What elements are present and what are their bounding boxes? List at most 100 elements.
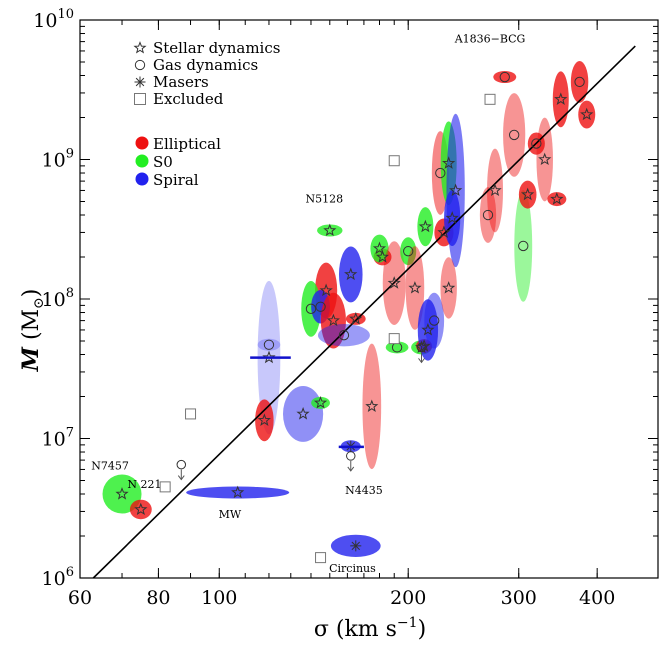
point-symbol-2-glyph bbox=[231, 485, 245, 499]
point-symbol-6 bbox=[296, 406, 310, 420]
excluded-point-3 bbox=[388, 333, 400, 345]
point-symbol-2 bbox=[231, 485, 245, 499]
point-symbol-33-glyph bbox=[449, 183, 463, 197]
excluded-point-2 bbox=[315, 552, 327, 564]
point-symbol-33 bbox=[449, 183, 463, 197]
annotation-4: N4435 bbox=[345, 484, 383, 497]
legend-marker-2-stroke bbox=[135, 77, 145, 87]
data-ellipse-38 bbox=[493, 71, 517, 84]
point-symbol-23 bbox=[403, 246, 414, 257]
annotation-6: A1836−BCG bbox=[454, 32, 526, 45]
point-symbol-21 bbox=[387, 276, 401, 289]
fit-line bbox=[92, 45, 636, 579]
annotations: N7457 N 221 MW N5128 N4435 Circinus A1836−BCG bbox=[91, 32, 525, 575]
point-symbol-31 bbox=[437, 225, 451, 239]
point-symbol-35 bbox=[442, 281, 456, 294]
point-symbol-10 bbox=[305, 303, 317, 315]
point-symbol-38 bbox=[499, 71, 510, 83]
point-symbol-42 bbox=[531, 138, 542, 149]
excluded-point-1-glyph bbox=[185, 408, 197, 420]
data-ellipse-44 bbox=[547, 192, 567, 207]
point-symbol-5-glyph bbox=[257, 413, 271, 426]
point-symbol-44 bbox=[550, 192, 564, 205]
legend-marker-label-2: Masers bbox=[153, 73, 209, 91]
y-tick-label-exp-2: 8 bbox=[66, 286, 74, 301]
point-symbol-11 bbox=[315, 301, 326, 312]
y-tick-label-base-4: 10 bbox=[33, 10, 57, 32]
legend-marker-1 bbox=[134, 59, 146, 71]
point-symbol-12 bbox=[326, 313, 340, 327]
upper-limit-symbol-1 bbox=[346, 451, 356, 461]
point-symbol-6-glyph bbox=[296, 406, 310, 420]
chart-symbols bbox=[92, 45, 636, 579]
y-tick-label-exp-3: 9 bbox=[66, 147, 74, 162]
y-tick-label-base-0: 10 bbox=[42, 568, 66, 590]
upper-limit-head-0 bbox=[177, 475, 185, 481]
y-tick-label-base-3: 10 bbox=[42, 150, 66, 172]
point-symbol-12-glyph bbox=[326, 313, 340, 327]
point-symbol-9 bbox=[319, 283, 333, 297]
x-tick-label-5: 400 bbox=[579, 587, 615, 609]
excluded-point-0 bbox=[159, 481, 171, 493]
legend-marker-0-glyph bbox=[133, 41, 147, 54]
upper-limit-symbol-2-glyph bbox=[416, 342, 427, 353]
data-ellipse-2 bbox=[186, 486, 290, 499]
legend-swatch-0 bbox=[135, 136, 149, 150]
point-symbol-7-glyph bbox=[313, 395, 328, 409]
upper-limit-head-1 bbox=[347, 466, 355, 472]
point-symbol-26-glyph bbox=[417, 339, 431, 352]
point-symbol-20-glyph bbox=[372, 241, 387, 255]
point-symbol-40 bbox=[518, 240, 529, 252]
point-symbol-3-glyph bbox=[262, 350, 276, 364]
data-ellipse-45 bbox=[552, 71, 569, 128]
data-ellipse-27 bbox=[417, 207, 434, 247]
point-symbol-47 bbox=[580, 107, 594, 121]
excluded-point-0-glyph bbox=[159, 481, 171, 493]
y-tick-label-0: 106 bbox=[42, 565, 74, 590]
data-ellipse-22 bbox=[385, 341, 409, 354]
data-ellipse-40 bbox=[514, 190, 533, 302]
legend-marker-3-glyph bbox=[134, 93, 146, 105]
point-symbol-0 bbox=[115, 487, 129, 500]
point-symbol-8-glyph bbox=[323, 223, 337, 237]
data-ellipse-0 bbox=[102, 474, 142, 514]
point-symbol-29-glyph bbox=[421, 322, 435, 336]
y-tick-label-base-2: 10 bbox=[42, 289, 66, 311]
point-symbol-15-glyph bbox=[349, 311, 363, 325]
point-symbol-1-glyph bbox=[134, 502, 148, 516]
point-symbol-17 bbox=[350, 540, 362, 552]
legend-marker-0 bbox=[133, 41, 147, 54]
point-symbol-3 bbox=[262, 350, 276, 364]
point-symbol-21-glyph bbox=[387, 276, 401, 289]
y-tick-label-exp-0: 6 bbox=[66, 565, 74, 580]
x-tick-label-2: 100 bbox=[201, 587, 237, 609]
x-tick-label-0: 60 bbox=[68, 587, 92, 609]
point-symbol-32 bbox=[442, 156, 456, 169]
point-symbol-0-glyph bbox=[115, 487, 129, 500]
upper-limit-head-2 bbox=[418, 358, 425, 364]
data-ellipse-23 bbox=[400, 237, 417, 266]
legend-marker-label-0: Stellar dynamics bbox=[153, 39, 280, 57]
point-symbol-15 bbox=[349, 311, 363, 325]
upper-limit-2 bbox=[416, 342, 427, 364]
x-tick-label-4: 300 bbox=[501, 587, 537, 609]
data-ellipse-8 bbox=[317, 224, 343, 237]
point-symbol-40-glyph bbox=[518, 240, 529, 252]
point-symbol-14 bbox=[344, 267, 358, 281]
point-symbol-13 bbox=[338, 330, 350, 341]
legend-marker-2 bbox=[134, 76, 146, 88]
point-symbol-35-glyph bbox=[442, 281, 456, 294]
point-symbol-43 bbox=[538, 152, 552, 166]
point-symbol-14-glyph bbox=[344, 267, 358, 281]
point-symbol-46-glyph bbox=[574, 76, 585, 88]
point-symbol-46 bbox=[574, 76, 585, 88]
y-tick-label-2: 108 bbox=[42, 286, 74, 311]
data-ellipse-33 bbox=[446, 113, 465, 268]
y-tick-label-exp-4: 10 bbox=[57, 7, 74, 22]
point-symbol-23-glyph bbox=[403, 246, 414, 257]
point-symbol-13-glyph bbox=[338, 330, 350, 341]
annotation-3: N5128 bbox=[305, 193, 343, 206]
data-ellipse-1 bbox=[129, 499, 152, 520]
point-symbol-11-glyph bbox=[315, 301, 326, 312]
